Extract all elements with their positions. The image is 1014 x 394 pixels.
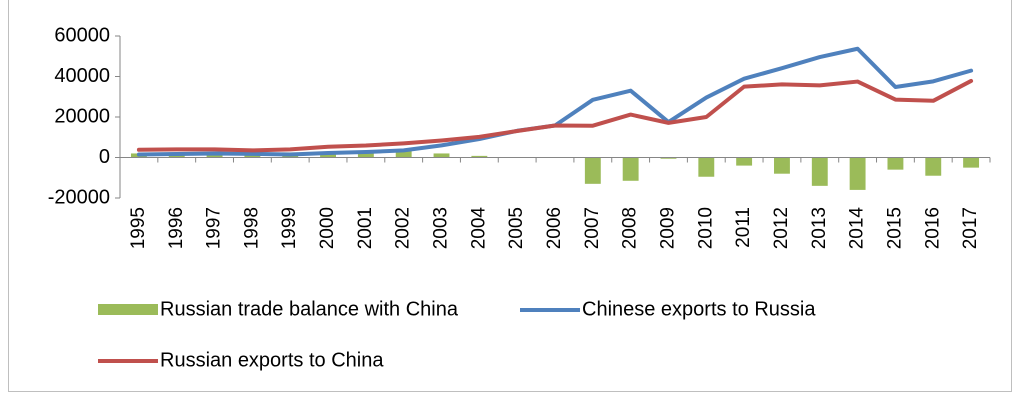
bar-series-layer bbox=[130, 150, 980, 190]
x-tick-label: 2004 bbox=[468, 207, 489, 250]
y-tick-label: 60000 bbox=[54, 24, 110, 46]
x-tick-label: 2008 bbox=[620, 207, 641, 249]
x-tick-label: 2010 bbox=[695, 207, 716, 249]
legend-label: Chinese exports to Russia bbox=[582, 298, 816, 320]
bar bbox=[395, 150, 412, 158]
legend-label: Russian exports to China bbox=[160, 349, 384, 371]
series-line bbox=[136, 46, 974, 157]
x-tick-label: 1996 bbox=[166, 207, 187, 249]
x-tick-label: 2017 bbox=[960, 207, 981, 249]
y-tick-label: -20000 bbox=[48, 186, 110, 208]
bar bbox=[584, 157, 601, 184]
line-series-layer bbox=[136, 46, 974, 157]
bar bbox=[811, 157, 828, 186]
x-tick-label: 2002 bbox=[393, 207, 414, 249]
bar bbox=[774, 157, 790, 174]
bar bbox=[698, 157, 715, 177]
bar bbox=[736, 157, 753, 166]
x-tick-label: 1999 bbox=[279, 207, 300, 249]
x-tick-label: 2016 bbox=[922, 207, 943, 249]
x-tick-label: 2013 bbox=[809, 207, 830, 249]
x-tick-label: 2000 bbox=[317, 207, 338, 249]
legend-label: Russian trade balance with China bbox=[160, 298, 459, 320]
y-tick-label: 0 bbox=[99, 146, 110, 168]
x-tick-label: 2003 bbox=[431, 207, 452, 249]
bar bbox=[963, 157, 980, 168]
bar bbox=[244, 154, 261, 158]
legend: Russian trade balance with China Chinese … bbox=[98, 298, 816, 371]
x-tick-label: 2009 bbox=[657, 207, 678, 249]
series-line bbox=[136, 78, 974, 153]
x-tick-label: 1997 bbox=[204, 207, 225, 249]
x-tick-label: 2001 bbox=[355, 207, 376, 249]
bar bbox=[357, 152, 374, 158]
bar bbox=[622, 157, 639, 181]
x-tick-label: 2012 bbox=[771, 207, 792, 249]
x-tick-label: 2007 bbox=[582, 207, 603, 249]
y-tick-label: 40000 bbox=[54, 65, 110, 87]
chart-frame bbox=[8, 0, 1012, 392]
y-axis-ticks: 60000 40000 20000 0 -20000 bbox=[48, 24, 120, 208]
x-tick-label: 2006 bbox=[544, 207, 565, 249]
x-tick-label: 2011 bbox=[733, 207, 754, 248]
x-tick-label: 2014 bbox=[847, 207, 868, 250]
bar bbox=[660, 157, 677, 159]
x-tick-label: 1995 bbox=[128, 207, 149, 249]
x-axis-ticks: 1995 1996 1997 1998 1999 2000 2001 2002 2003 2004… bbox=[119, 157, 991, 250]
x-tick-label: 1998 bbox=[241, 207, 262, 249]
x-tick-label: 2005 bbox=[506, 207, 527, 249]
bar bbox=[849, 157, 866, 190]
bar bbox=[925, 157, 942, 176]
y-tick-label: 20000 bbox=[54, 105, 110, 127]
x-tick-label: 2015 bbox=[884, 207, 905, 249]
bar bbox=[433, 153, 450, 158]
bar bbox=[471, 155, 488, 158]
legend-bar-swatch bbox=[98, 304, 158, 315]
bar bbox=[887, 157, 904, 170]
